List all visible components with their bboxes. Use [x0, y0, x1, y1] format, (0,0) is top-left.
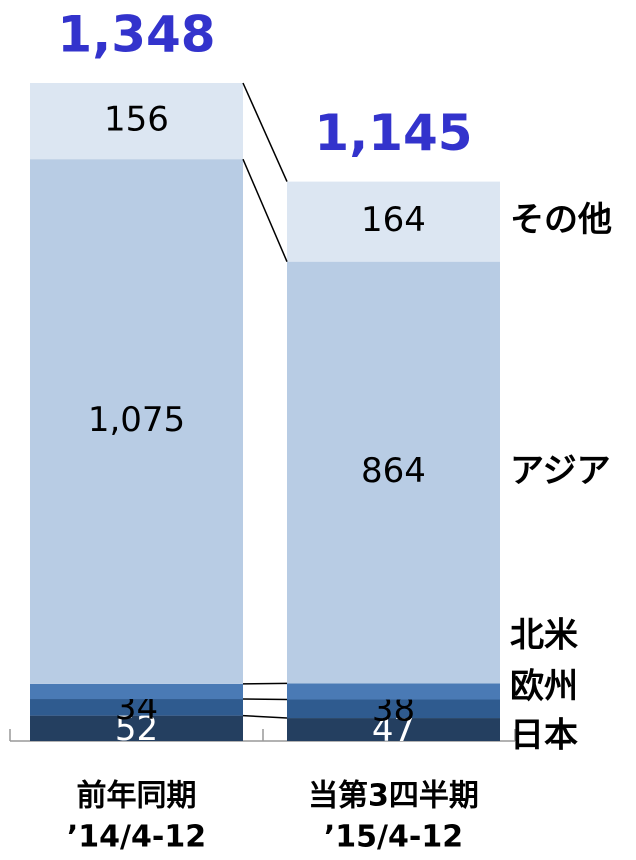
connector — [243, 716, 287, 718]
legend-label: 北米 — [510, 616, 578, 656]
legend-label: アジア — [510, 451, 611, 491]
bar-segment — [30, 684, 243, 699]
connector — [243, 83, 287, 182]
legend-label: その他 — [510, 200, 612, 240]
value-label: 156 — [104, 100, 169, 140]
category-period: ’14/4-12 — [67, 820, 206, 855]
bar-segment — [287, 683, 500, 699]
total-label: 1,145 — [314, 104, 472, 162]
connector — [243, 159, 287, 262]
category-period: ’15/4-12 — [324, 820, 463, 855]
legend-label: 日本 — [510, 716, 578, 756]
legend-label: 欧州 — [510, 667, 578, 707]
value-label: 164 — [361, 200, 426, 240]
total-label: 1,348 — [57, 6, 215, 64]
category-label: 当第3四半期 — [308, 779, 479, 814]
value-label: 1,075 — [88, 400, 185, 440]
category-label: 前年同期 — [77, 779, 197, 814]
value-label: 864 — [361, 451, 426, 491]
